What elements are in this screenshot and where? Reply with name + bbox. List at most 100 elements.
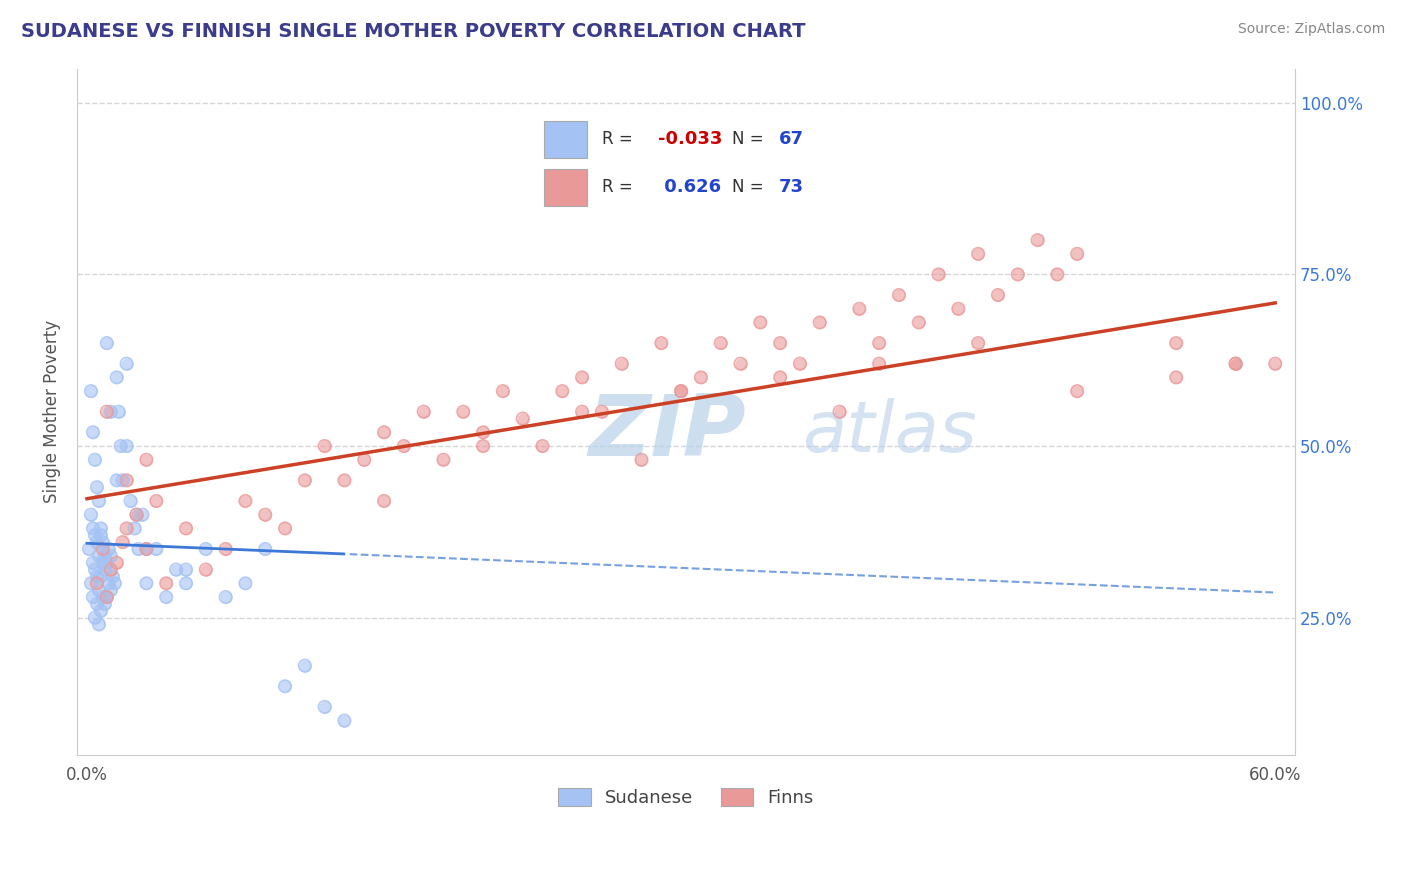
Point xyxy=(91,535,114,549)
Point xyxy=(86,480,108,494)
Point xyxy=(730,357,752,371)
Point xyxy=(432,452,454,467)
Point xyxy=(512,411,534,425)
Point xyxy=(87,617,110,632)
Point xyxy=(135,576,157,591)
Point xyxy=(194,541,217,556)
Point xyxy=(1007,268,1029,282)
Point xyxy=(107,405,129,419)
Point xyxy=(91,535,114,549)
Point xyxy=(91,556,114,570)
Point xyxy=(551,384,574,398)
Point xyxy=(967,247,990,261)
Text: Source: ZipAtlas.com: Source: ZipAtlas.com xyxy=(1237,22,1385,37)
Point xyxy=(135,576,157,591)
Point xyxy=(87,549,110,563)
Point xyxy=(82,425,104,440)
Point xyxy=(235,494,257,508)
Point xyxy=(96,590,118,604)
Point xyxy=(84,452,107,467)
Point xyxy=(84,528,107,542)
Point xyxy=(86,597,108,611)
Point xyxy=(86,569,108,583)
Point xyxy=(94,597,117,611)
Point xyxy=(333,714,356,728)
Point xyxy=(669,384,692,398)
Point xyxy=(194,541,217,556)
Bar xyxy=(544,120,586,158)
Point xyxy=(174,563,197,577)
Point xyxy=(928,268,950,282)
Point xyxy=(115,521,138,535)
Point xyxy=(96,405,118,419)
Point xyxy=(135,541,157,556)
Point xyxy=(591,405,613,419)
Point xyxy=(125,508,148,522)
Point xyxy=(84,563,107,577)
Point xyxy=(90,521,112,535)
Point xyxy=(828,405,851,419)
Point xyxy=(333,714,356,728)
Point xyxy=(254,541,277,556)
Point xyxy=(1007,268,1029,282)
Point xyxy=(848,301,870,316)
Point xyxy=(87,494,110,508)
Point xyxy=(100,583,122,598)
Point xyxy=(294,474,316,488)
Point xyxy=(94,563,117,577)
Point xyxy=(650,336,672,351)
Point xyxy=(84,528,107,542)
Point xyxy=(274,521,297,535)
Point xyxy=(96,590,118,604)
Point xyxy=(115,439,138,453)
Point xyxy=(451,405,474,419)
Point xyxy=(174,521,197,535)
Point xyxy=(115,474,138,488)
Point xyxy=(472,425,495,440)
Text: R =: R = xyxy=(602,178,638,196)
Point xyxy=(90,604,112,618)
Point xyxy=(610,357,633,371)
Point xyxy=(97,576,120,591)
Point xyxy=(710,336,733,351)
Point xyxy=(90,569,112,583)
Point xyxy=(333,474,356,488)
Point xyxy=(155,576,177,591)
Point xyxy=(100,405,122,419)
Point xyxy=(333,474,356,488)
Point xyxy=(1225,357,1247,371)
Point xyxy=(82,521,104,535)
Point xyxy=(531,439,554,453)
Point xyxy=(155,576,177,591)
Point xyxy=(84,452,107,467)
Point xyxy=(97,576,120,591)
Point xyxy=(194,563,217,577)
Point xyxy=(80,384,103,398)
Point xyxy=(571,370,593,384)
Point xyxy=(84,610,107,624)
Point xyxy=(967,336,990,351)
Point xyxy=(214,590,236,604)
Point xyxy=(135,452,157,467)
Point xyxy=(104,576,127,591)
Point xyxy=(928,268,950,282)
Point xyxy=(135,541,157,556)
Point xyxy=(214,541,236,556)
Point xyxy=(294,658,316,673)
Point xyxy=(90,521,112,535)
Point xyxy=(828,405,851,419)
Point xyxy=(769,336,792,351)
Point xyxy=(492,384,515,398)
Bar xyxy=(544,169,586,206)
Point xyxy=(1225,357,1247,371)
Point xyxy=(967,247,990,261)
Point xyxy=(90,569,112,583)
Point xyxy=(111,474,134,488)
Point xyxy=(1166,336,1188,351)
Point xyxy=(571,405,593,419)
Point xyxy=(868,336,890,351)
Point xyxy=(274,521,297,535)
Point xyxy=(91,556,114,570)
Point xyxy=(650,336,672,351)
Point xyxy=(1225,357,1247,371)
